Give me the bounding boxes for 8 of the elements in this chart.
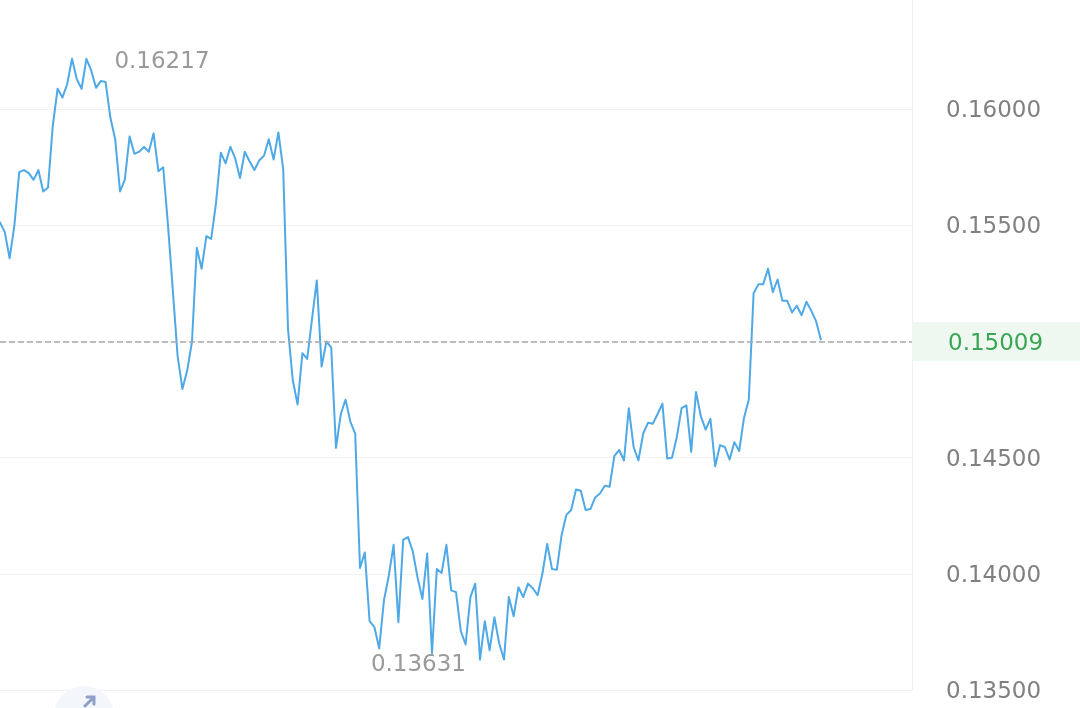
y-tick-label: 0.14500 [946, 444, 1042, 471]
y-tick-label: 0.16000 [946, 96, 1042, 123]
annotation: 0.16217 [114, 46, 210, 73]
ref-line-label: 0.15009 [948, 328, 1044, 355]
annotation: 0.13631 [370, 649, 466, 676]
y-tick-label: 0.14000 [946, 560, 1042, 587]
y-tick-label: 0.15500 [946, 212, 1042, 239]
y-tick-label: 0.13500 [946, 677, 1042, 703]
